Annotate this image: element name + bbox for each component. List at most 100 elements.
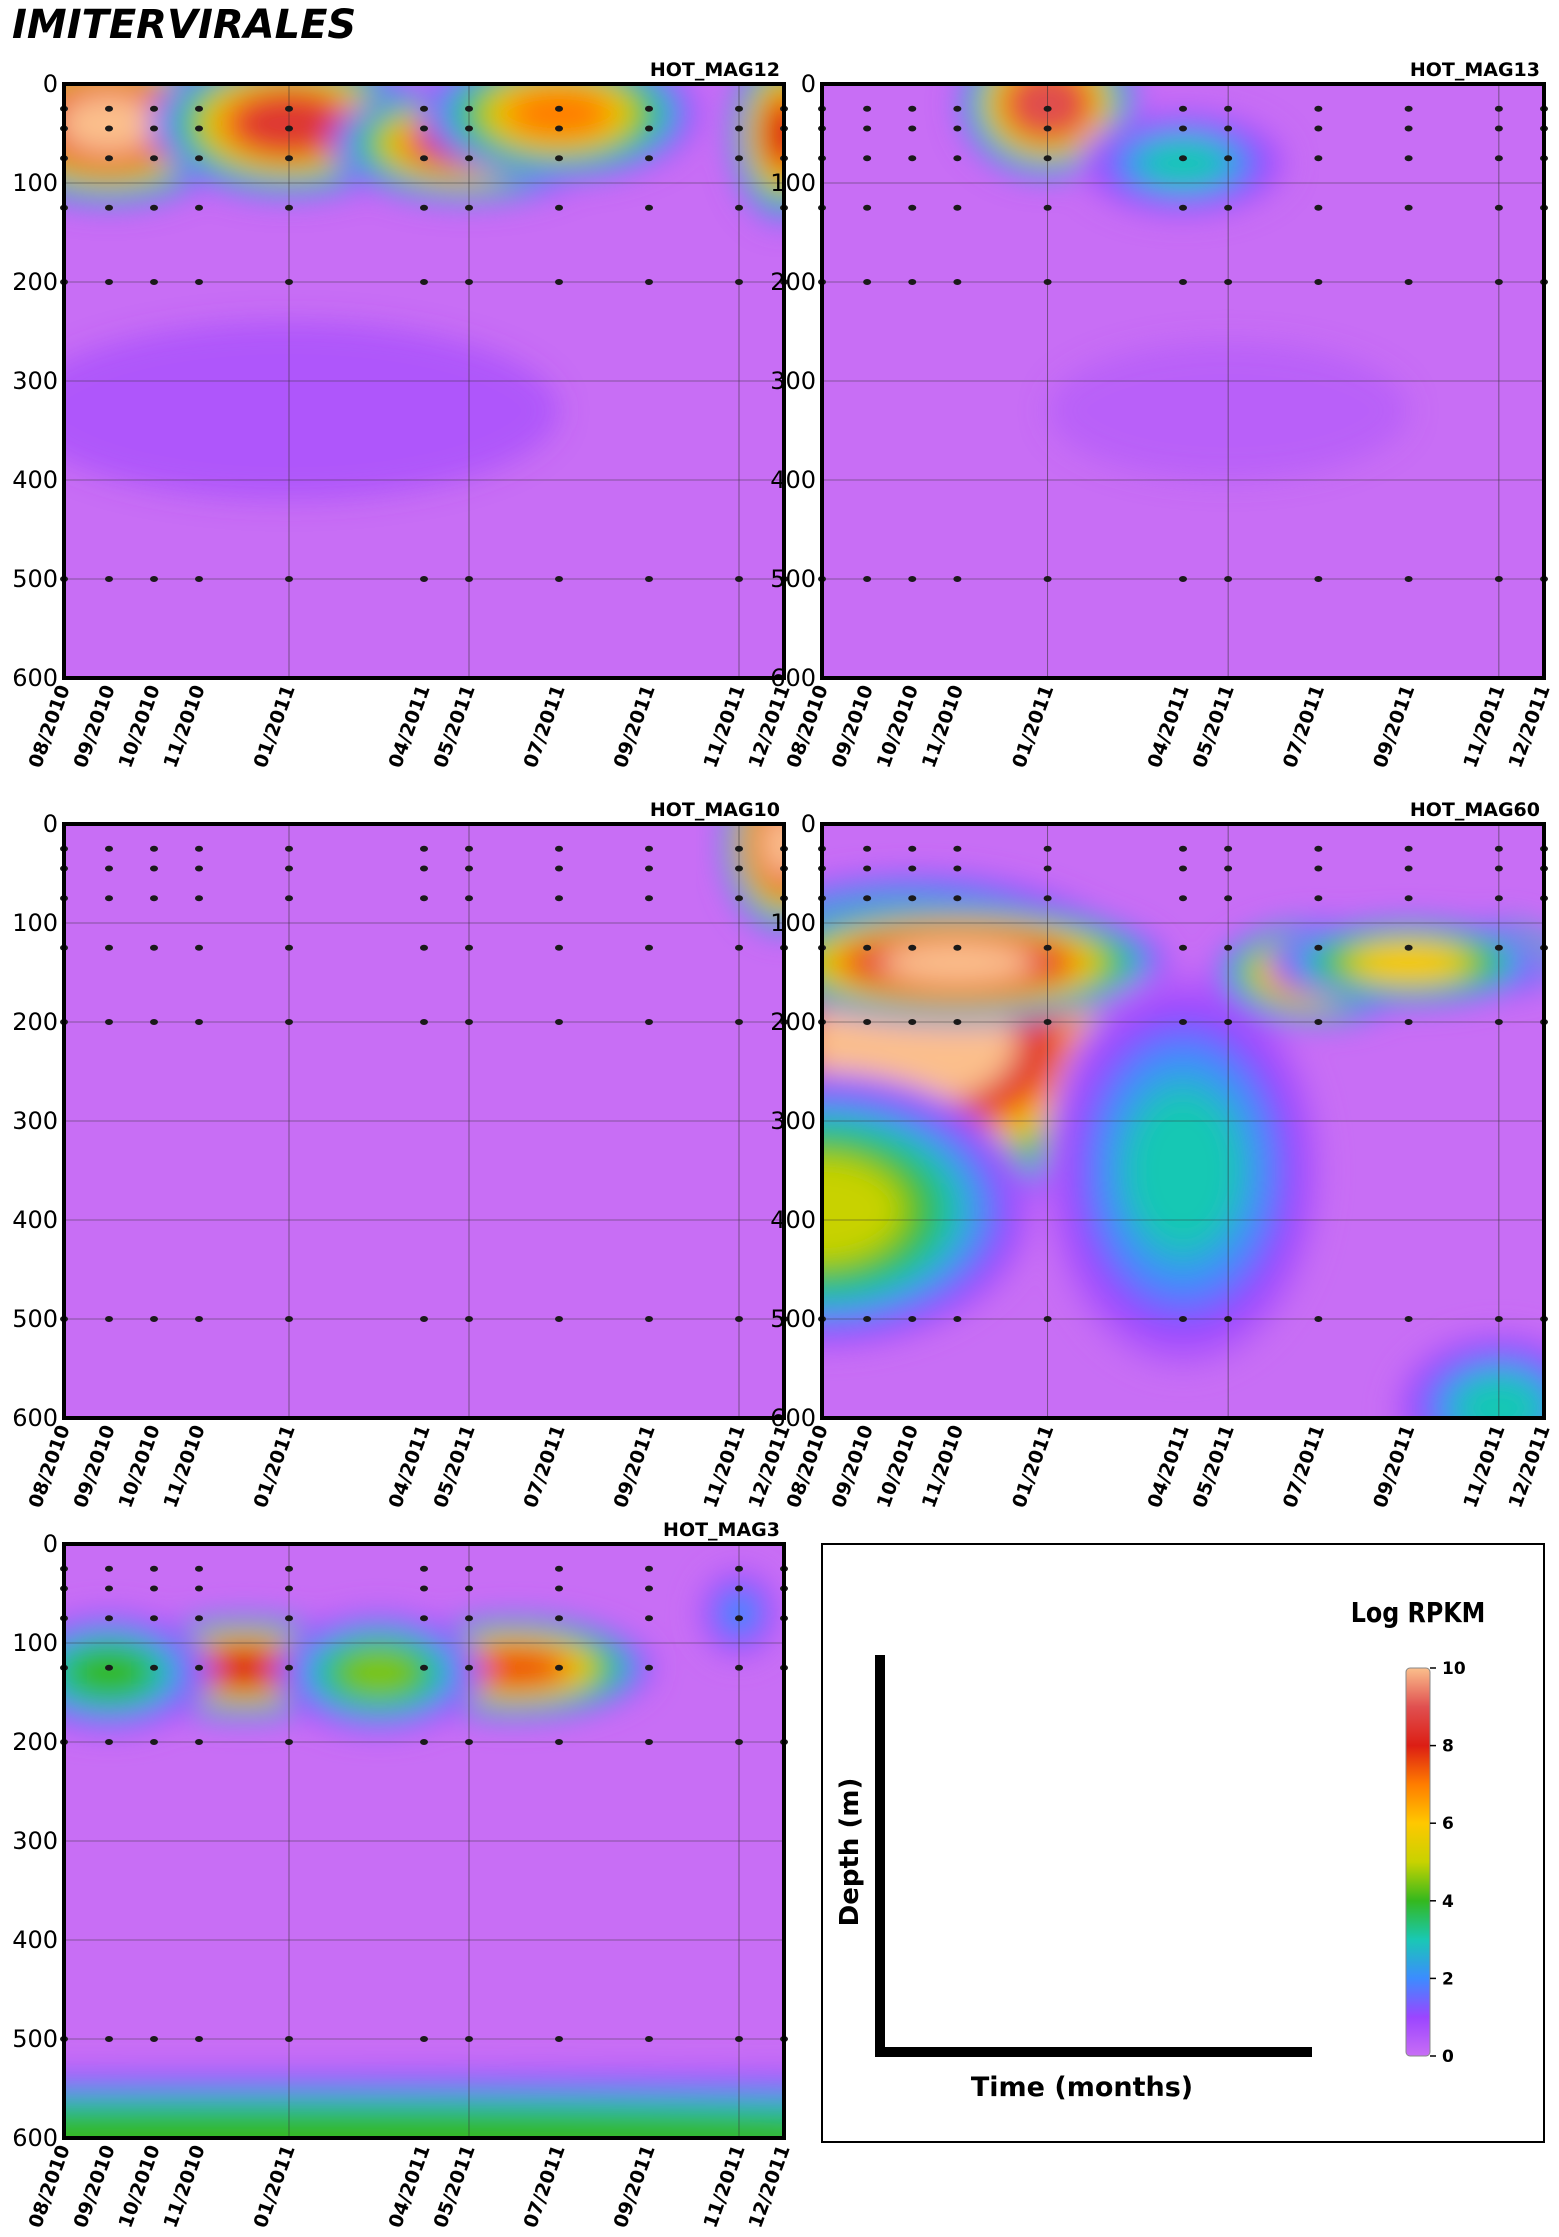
sample-point: [735, 1316, 743, 1322]
x-tick-label: 09/2010: [828, 1422, 878, 1511]
sample-point: [420, 1316, 428, 1322]
sample-point: [285, 204, 293, 211]
hotspot-contour: [760, 824, 784, 878]
sample-point: [1404, 204, 1413, 211]
sample-point: [953, 576, 962, 582]
sample-point: [555, 1739, 563, 1745]
sample-point: [195, 944, 203, 951]
sample-point: [555, 1316, 563, 1322]
x-tick-label: 11/2010: [160, 2142, 210, 2231]
panel-HOT_MAG12: HOT_MAG12010020030040050060008/201009/20…: [12, 59, 795, 771]
sample-point: [465, 845, 473, 852]
sample-point: [150, 1615, 158, 1622]
sample-point: [735, 1664, 743, 1671]
sample-point: [285, 895, 293, 902]
x-tick-label: 09/2011: [610, 2142, 660, 2231]
x-tick-label: 08/2010: [25, 2142, 75, 2231]
sample-point: [420, 1664, 428, 1671]
sample-point: [105, 1739, 113, 1745]
sample-point: [645, 1019, 653, 1025]
sample-point: [645, 576, 653, 582]
sample-point: [908, 105, 917, 112]
sample-point: [1043, 204, 1052, 211]
y-tick-label: 600: [770, 664, 816, 692]
sample-point: [150, 2036, 158, 2042]
sample-point: [150, 865, 158, 872]
sample-point: [645, 1316, 653, 1322]
sample-point: [105, 105, 113, 112]
sample-point: [555, 845, 563, 852]
colorbar-tick-label: 10: [1442, 1659, 1466, 1679]
sample-point: [1494, 125, 1503, 132]
sample-point: [908, 125, 917, 132]
colorbar: [1405, 1667, 1431, 2057]
sample-point: [1179, 105, 1187, 112]
sample-point: [285, 1664, 293, 1671]
sample-point: [908, 944, 917, 951]
hotspot-contour: [1356, 945, 1461, 980]
sample-point: [195, 1615, 203, 1622]
sample-point: [1224, 944, 1233, 951]
sample-point: [555, 865, 563, 872]
sample-point: [555, 105, 563, 112]
sample-point: [1494, 279, 1503, 285]
sample-point: [1224, 105, 1233, 112]
sample-point: [1314, 845, 1323, 852]
y-tick-label: 100: [12, 169, 58, 197]
sample-point: [1314, 204, 1323, 211]
y-tick-label: 400: [12, 466, 58, 494]
sample-point: [420, 279, 428, 285]
sample-point: [285, 845, 293, 852]
sample-point: [1314, 1019, 1323, 1025]
sample-point: [863, 576, 872, 582]
y-tick-label: 300: [770, 1107, 816, 1135]
sample-point: [420, 105, 428, 112]
y-tick-label: 500: [12, 565, 58, 593]
x-tick-label: 09/2010: [70, 682, 120, 771]
sample-point: [1404, 845, 1413, 852]
x-tick-label: 05/2011: [430, 2142, 480, 2231]
sample-point: [195, 1585, 203, 1592]
colorbar-tick-label: 6: [1442, 1814, 1454, 1834]
sample-point: [645, 1664, 653, 1671]
sample-point: [465, 125, 473, 132]
x-tick-label: 11/2011: [700, 2142, 750, 2231]
sample-point: [908, 865, 917, 872]
sample-point: [863, 105, 872, 112]
x-tick-label: 12/2011: [745, 2142, 795, 2231]
sample-point: [555, 944, 563, 951]
x-tick-label: 05/2011: [430, 682, 480, 771]
x-tick-label: 11/2011: [1459, 1422, 1509, 1511]
sample-point: [420, 204, 428, 211]
sample-point: [863, 1316, 872, 1322]
sample-point: [195, 1664, 203, 1671]
sample-point: [555, 1585, 563, 1592]
sample-point: [150, 1585, 158, 1592]
sample-point: [863, 865, 872, 872]
sample-point: [195, 865, 203, 872]
sample-point: [863, 125, 872, 132]
sample-point: [953, 944, 962, 951]
sample-point: [735, 576, 743, 582]
sample-point: [1314, 279, 1323, 285]
sample-point: [1043, 865, 1052, 872]
y-tick-label: 100: [770, 169, 816, 197]
sample-point: [1179, 845, 1187, 852]
sample-point: [465, 1664, 473, 1671]
legend-panel: Depth (m) Time (months) Log RPKM 0 2 4 6 8 10: [821, 1543, 1545, 2143]
sample-point: [645, 155, 653, 162]
sample-point: [735, 865, 743, 872]
y-tick-label: 0: [43, 810, 58, 838]
y-tick-label: 600: [770, 1404, 816, 1432]
sample-point: [105, 1615, 113, 1622]
y-tick-label: 400: [770, 1206, 816, 1234]
sample-point: [285, 1739, 293, 1745]
plot-frame: [820, 822, 1546, 1420]
x-tick-label: 07/2011: [1279, 682, 1329, 771]
sample-point: [105, 895, 113, 902]
sample-point: [735, 125, 743, 132]
sample-point: [465, 1316, 473, 1322]
x-tick-label: 04/2011: [385, 1422, 435, 1511]
y-tick-label: 600: [12, 664, 58, 692]
sample-point: [1179, 1019, 1187, 1025]
